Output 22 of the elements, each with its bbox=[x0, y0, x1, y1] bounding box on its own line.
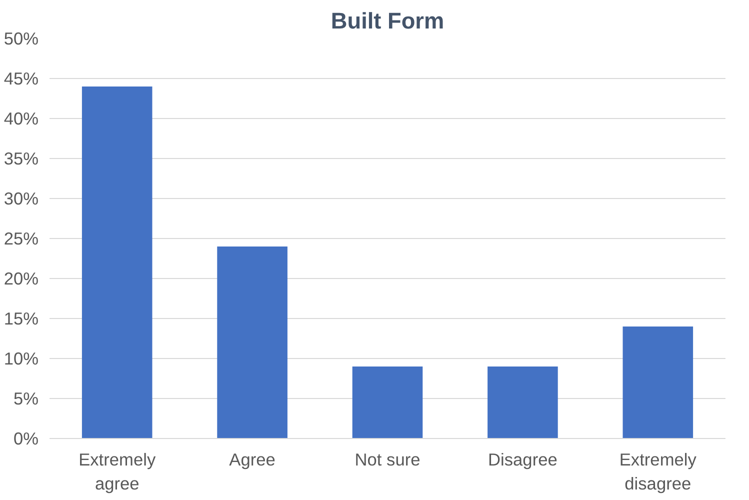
y-tick-label: 10% bbox=[4, 348, 39, 368]
y-tick-label: 45% bbox=[4, 68, 39, 88]
x-tick-label: Not sure bbox=[354, 450, 420, 470]
y-tick-label: 15% bbox=[4, 308, 39, 328]
y-tick-label: 50% bbox=[4, 28, 39, 48]
bar bbox=[352, 366, 423, 438]
y-tick-label: 35% bbox=[4, 148, 39, 168]
y-tick-label: 5% bbox=[13, 388, 38, 408]
y-tick-label: 25% bbox=[4, 228, 39, 248]
bar bbox=[217, 246, 288, 438]
x-tick-label: Agree bbox=[229, 450, 276, 470]
y-tick-label: 20% bbox=[4, 268, 39, 288]
y-tick-label: 30% bbox=[4, 188, 39, 208]
x-tick-label: Extremely agree bbox=[78, 450, 156, 494]
chart-title: Built Form bbox=[330, 8, 444, 34]
x-tick-label: Extremely disagree bbox=[619, 450, 697, 494]
y-tick-label: 0% bbox=[13, 428, 38, 448]
bar bbox=[82, 86, 152, 438]
y-tick-label: 40% bbox=[4, 108, 39, 128]
bar bbox=[622, 326, 694, 438]
x-tick-label: Disagree bbox=[488, 450, 558, 470]
bar bbox=[488, 366, 558, 438]
